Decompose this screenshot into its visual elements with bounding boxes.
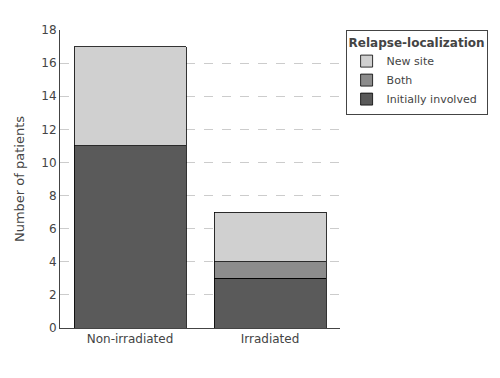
- svg-text:Relapse-localization: Relapse-localization: [349, 36, 485, 50]
- svg-text:18: 18: [41, 23, 56, 37]
- svg-text:New site: New site: [387, 55, 435, 68]
- svg-text:Number of patients: Number of patients: [12, 116, 27, 242]
- svg-text:2: 2: [49, 288, 57, 302]
- svg-text:Initially involved: Initially involved: [387, 93, 477, 106]
- svg-text:Non-irradiated: Non-irradiated: [87, 332, 174, 346]
- svg-text:10: 10: [41, 156, 56, 170]
- svg-text:Irradiated: Irradiated: [241, 332, 300, 346]
- svg-text:8: 8: [49, 189, 57, 203]
- svg-text:14: 14: [41, 89, 56, 103]
- svg-text:16: 16: [41, 56, 56, 70]
- svg-text:12: 12: [41, 123, 56, 137]
- svg-text:0: 0: [49, 321, 57, 335]
- svg-text:6: 6: [49, 222, 57, 236]
- svg-text:Both: Both: [387, 74, 413, 87]
- svg-text:4: 4: [49, 255, 57, 269]
